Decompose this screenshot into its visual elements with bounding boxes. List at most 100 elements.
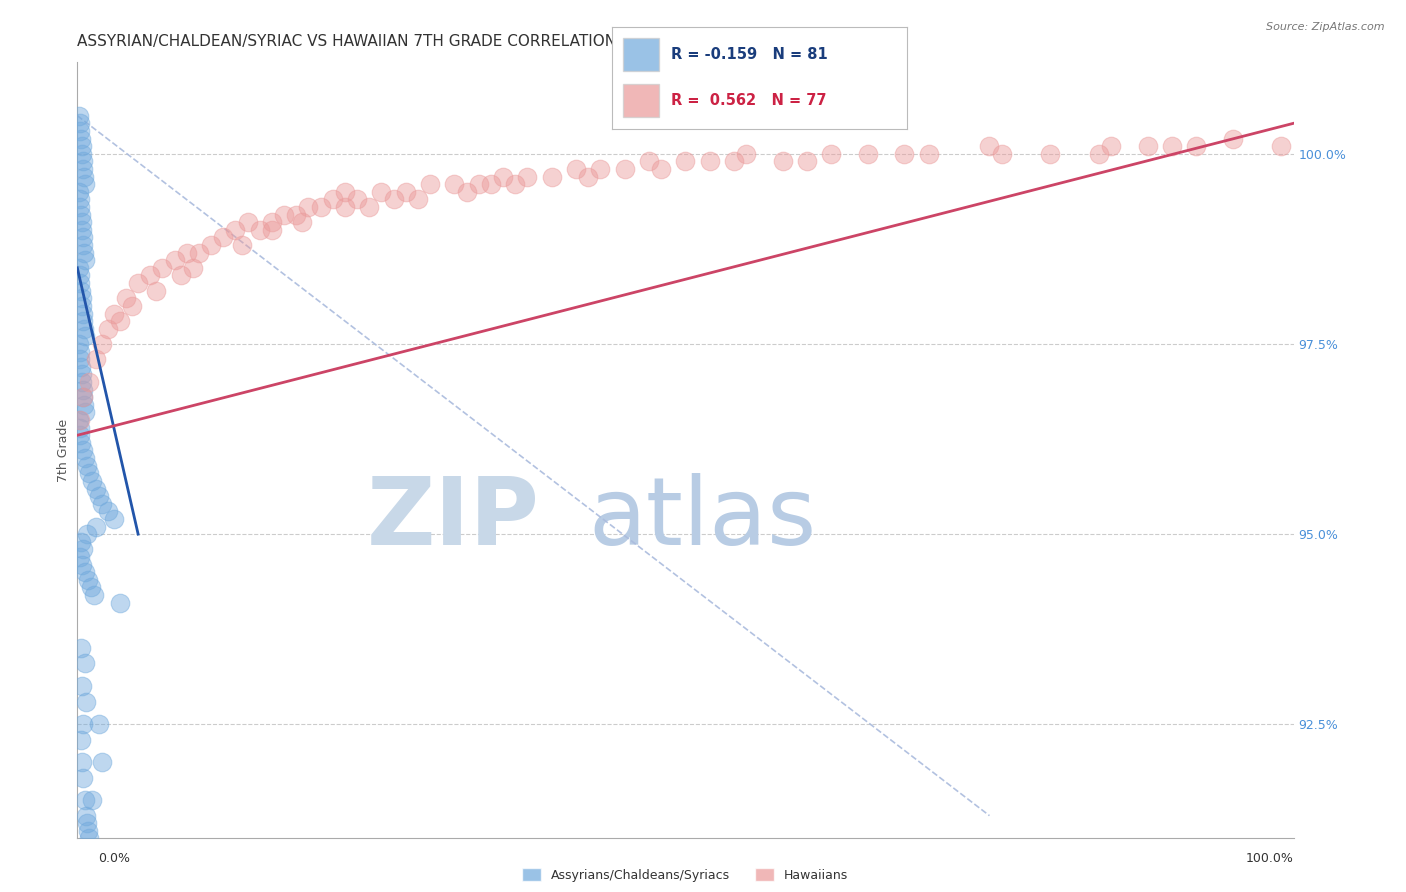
Text: R = -0.159   N = 81: R = -0.159 N = 81	[671, 47, 827, 62]
Point	[291, 215, 314, 229]
Point	[70, 558, 93, 572]
Point	[893, 146, 915, 161]
Point	[69, 124, 91, 138]
Point	[370, 185, 392, 199]
Point	[72, 383, 94, 397]
Text: ASSYRIAN/CHALDEAN/SYRIAC VS HAWAIIAN 7TH GRADE CORRELATION CHART: ASSYRIAN/CHALDEAN/SYRIAC VS HAWAIIAN 7TH…	[77, 34, 672, 49]
Point	[576, 169, 599, 184]
Point	[69, 428, 91, 442]
Point	[70, 223, 93, 237]
Point	[90, 497, 112, 511]
Point	[79, 831, 101, 846]
Point	[249, 223, 271, 237]
FancyBboxPatch shape	[623, 84, 659, 117]
Point	[565, 161, 588, 176]
Point	[231, 238, 253, 252]
Point	[90, 756, 112, 770]
Point	[200, 238, 222, 252]
Point	[735, 146, 758, 161]
Point	[72, 230, 94, 244]
Point	[80, 474, 103, 488]
Point	[188, 245, 211, 260]
Point	[69, 413, 91, 427]
Point	[918, 146, 941, 161]
Point	[1039, 146, 1062, 161]
Point	[73, 245, 96, 260]
Point	[70, 375, 93, 389]
Point	[72, 771, 94, 785]
Point	[540, 169, 562, 184]
Point	[73, 451, 96, 466]
Point	[69, 268, 91, 283]
Point	[419, 177, 441, 191]
FancyBboxPatch shape	[623, 38, 659, 70]
Point	[152, 260, 174, 275]
Point	[333, 185, 356, 199]
Point	[72, 238, 94, 252]
Point	[772, 154, 794, 169]
Y-axis label: 7th Grade: 7th Grade	[58, 419, 70, 482]
Point	[163, 253, 186, 268]
Point	[1161, 139, 1184, 153]
Text: atlas: atlas	[588, 473, 817, 565]
Point	[70, 215, 93, 229]
Point	[70, 368, 93, 382]
Point	[108, 596, 131, 610]
Point	[236, 215, 259, 229]
Point	[70, 359, 93, 374]
Point	[638, 154, 661, 169]
Text: Source: ZipAtlas.com: Source: ZipAtlas.com	[1267, 22, 1385, 32]
Point	[67, 260, 90, 275]
Text: R =  0.562   N = 77: R = 0.562 N = 77	[671, 93, 827, 108]
Point	[67, 413, 90, 427]
Point	[73, 177, 96, 191]
Point	[73, 793, 96, 807]
Point	[1088, 146, 1111, 161]
Point	[76, 458, 98, 473]
Point	[492, 169, 515, 184]
Point	[103, 512, 125, 526]
Legend: Assyrians/Chaldeans/Syriacs, Hawaiians: Assyrians/Chaldeans/Syriacs, Hawaiians	[517, 863, 853, 887]
Point	[224, 223, 246, 237]
Point	[699, 154, 721, 169]
Point	[70, 131, 93, 145]
Point	[72, 314, 94, 328]
Point	[70, 284, 93, 298]
Point	[796, 154, 818, 169]
Point	[75, 694, 97, 708]
Point	[285, 208, 308, 222]
Point	[309, 200, 332, 214]
Point	[69, 549, 91, 564]
Point	[73, 322, 96, 336]
Point	[467, 177, 489, 191]
Point	[1270, 139, 1292, 153]
Point	[72, 306, 94, 320]
Point	[72, 161, 94, 176]
Point	[69, 200, 91, 214]
Point	[70, 208, 93, 222]
Text: 0.0%: 0.0%	[98, 852, 131, 864]
Point	[73, 565, 96, 579]
Point	[97, 504, 120, 518]
Point	[121, 299, 143, 313]
Point	[456, 185, 478, 199]
Point	[72, 542, 94, 557]
Point	[70, 732, 93, 747]
Point	[69, 193, 91, 207]
Point	[516, 169, 538, 184]
Point	[69, 352, 91, 367]
Point	[73, 253, 96, 268]
Point	[613, 161, 636, 176]
Point	[103, 306, 125, 320]
Point	[820, 146, 842, 161]
Point	[979, 139, 1001, 153]
Point	[170, 268, 193, 283]
Point	[443, 177, 465, 191]
Point	[990, 146, 1012, 161]
Point	[359, 200, 381, 214]
Point	[145, 284, 167, 298]
Point	[72, 717, 94, 731]
Point	[273, 208, 295, 222]
Point	[72, 443, 94, 458]
Point	[260, 215, 283, 229]
